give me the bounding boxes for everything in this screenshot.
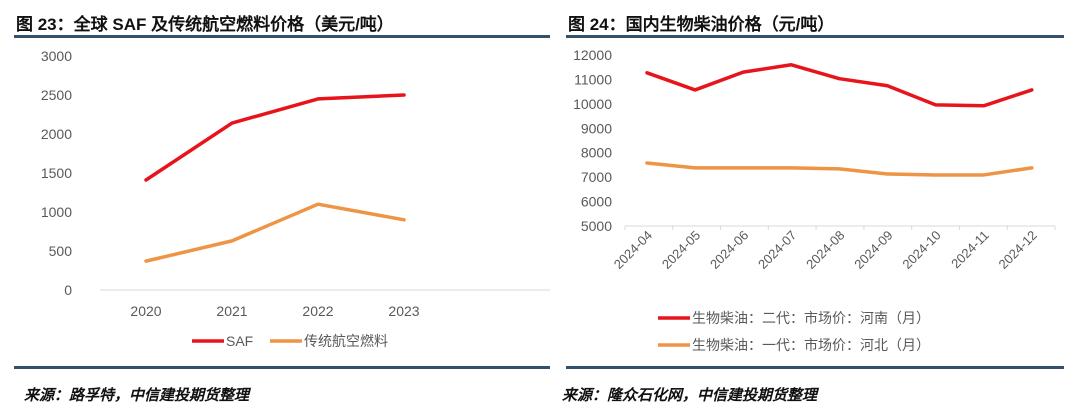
x-tick-label: 2020 [130,303,161,319]
y-tick-label: 12000 [573,47,612,63]
y-tick-label: 0 [64,282,72,298]
y-tick-label: 6000 [581,194,612,210]
x-tick-label: 2022 [302,303,333,319]
y-tick-label: 3000 [41,48,72,64]
series-line-1 [144,202,406,263]
x-tick-label: 2021 [216,303,247,319]
legend-label-1: 传统航空燃料 [304,333,388,349]
y-tick-label: 1000 [41,204,72,220]
y-tick-label: 10000 [573,96,612,112]
y-tick-label: 1500 [41,165,72,181]
series-line-1 [645,161,1034,177]
bottom-divider-right [566,366,1064,369]
y-tick-label: 2500 [41,87,72,103]
y-tick-label: 9000 [581,120,612,136]
bottom-divider-left [14,366,550,369]
y-tick-label: 8000 [581,145,612,161]
y-tick-label: 5000 [581,218,612,234]
y-tick-label: 11000 [574,71,612,87]
x-tick-label: 2024-11 [948,228,992,272]
x-tick-label: 2024-09 [851,228,895,272]
chart-title-fig24: 图 24：国内生物柴油价格（元/吨） [568,15,835,34]
x-tick-label: 2024-07 [755,228,799,272]
x-tick-label: 2024-04 [611,228,655,272]
x-tick-label: 2024-06 [707,228,751,272]
title-divider-left [14,35,550,38]
legend-label-0: SAF [226,333,253,349]
x-tick-label: 2024-12 [996,228,1040,272]
series-line-0 [645,63,1034,108]
legend-label-0: 生物柴油：二代：市场价：河南（月） [692,310,930,326]
source-note-right: 来源：隆众石化网，中信建投期货整理 [562,387,818,404]
title-divider-right [566,35,1064,38]
x-tick-label: 2024-05 [659,228,703,272]
y-tick-label: 2000 [41,126,72,142]
x-tick-label: 2024-08 [803,228,847,272]
y-tick-label: 500 [49,243,73,259]
y-tick-label: 7000 [581,169,612,185]
x-tick-label: 2023 [388,303,419,319]
source-note-left: 来源：路孚特，中信建投期货整理 [24,387,250,404]
chart-title-fig23: 图 23：全球 SAF 及传统航空燃料价格（美元/吨） [16,15,394,34]
x-tick-label: 2024-10 [899,228,943,272]
legend-label-1: 生物柴油：一代：市场价：河北（月） [692,337,930,353]
series-line-0 [144,93,406,182]
